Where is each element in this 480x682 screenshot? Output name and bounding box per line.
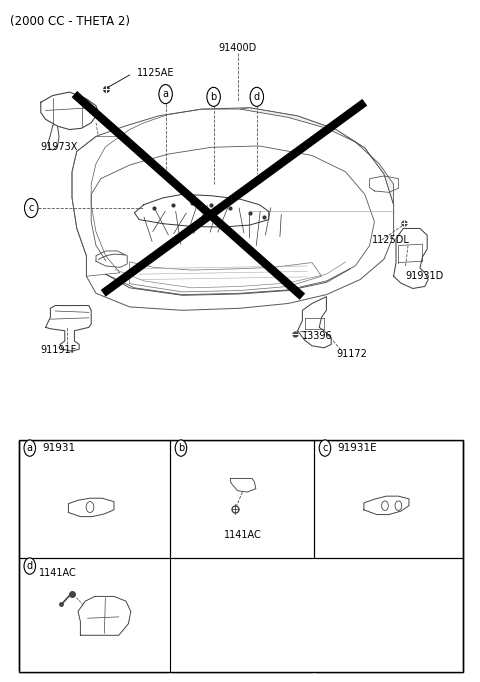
- Circle shape: [24, 558, 36, 574]
- Text: 91400D: 91400D: [218, 43, 257, 53]
- Circle shape: [382, 501, 388, 511]
- Text: 91191F: 91191F: [41, 345, 77, 355]
- FancyArrowPatch shape: [98, 254, 124, 260]
- Text: c: c: [28, 203, 34, 213]
- Circle shape: [207, 87, 220, 106]
- Text: 91172: 91172: [336, 349, 367, 359]
- Text: 1141AC: 1141AC: [224, 529, 261, 539]
- Text: (2000 CC - THETA 2): (2000 CC - THETA 2): [10, 15, 130, 28]
- Text: b: b: [178, 443, 184, 453]
- Text: 91931: 91931: [42, 443, 75, 453]
- Circle shape: [159, 85, 172, 104]
- Text: 1125DL: 1125DL: [372, 235, 410, 245]
- Polygon shape: [240, 108, 394, 205]
- Text: 91931E: 91931E: [337, 443, 377, 453]
- Text: a: a: [163, 89, 168, 99]
- Circle shape: [24, 440, 36, 456]
- Circle shape: [395, 501, 402, 511]
- Text: c: c: [322, 443, 328, 453]
- Text: b: b: [210, 92, 217, 102]
- Text: 91973X: 91973X: [41, 143, 78, 152]
- Text: d: d: [254, 92, 260, 102]
- Circle shape: [319, 440, 331, 456]
- Text: 91931D: 91931D: [406, 271, 444, 280]
- Circle shape: [24, 198, 38, 218]
- Circle shape: [250, 87, 264, 106]
- Circle shape: [86, 502, 94, 513]
- Circle shape: [175, 440, 187, 456]
- Text: a: a: [27, 443, 33, 453]
- Text: 1125AE: 1125AE: [137, 68, 174, 78]
- Text: 13396: 13396: [302, 331, 333, 340]
- Text: d: d: [27, 561, 33, 571]
- Text: 1141AC: 1141AC: [39, 568, 77, 578]
